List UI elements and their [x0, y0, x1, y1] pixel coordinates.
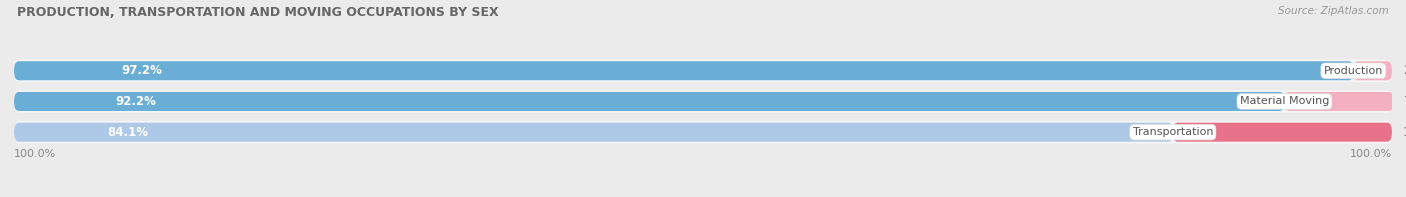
FancyBboxPatch shape — [14, 121, 1392, 144]
FancyBboxPatch shape — [14, 59, 1392, 82]
FancyBboxPatch shape — [14, 90, 1392, 113]
Text: 15.9%: 15.9% — [1403, 126, 1406, 139]
FancyBboxPatch shape — [1285, 92, 1393, 111]
FancyBboxPatch shape — [1173, 123, 1392, 142]
Text: 2.8%: 2.8% — [1403, 64, 1406, 77]
FancyBboxPatch shape — [14, 92, 1285, 111]
Text: 7.9%: 7.9% — [1405, 95, 1406, 108]
FancyBboxPatch shape — [14, 123, 1173, 142]
Text: 97.2%: 97.2% — [121, 64, 162, 77]
Text: Material Moving: Material Moving — [1240, 97, 1329, 106]
Text: PRODUCTION, TRANSPORTATION AND MOVING OCCUPATIONS BY SEX: PRODUCTION, TRANSPORTATION AND MOVING OC… — [17, 6, 499, 19]
FancyBboxPatch shape — [1354, 61, 1392, 80]
Text: 100.0%: 100.0% — [14, 149, 56, 159]
Text: 92.2%: 92.2% — [115, 95, 156, 108]
Text: 100.0%: 100.0% — [1350, 149, 1392, 159]
FancyBboxPatch shape — [14, 61, 1354, 80]
Text: 84.1%: 84.1% — [107, 126, 148, 139]
Text: Production: Production — [1323, 66, 1384, 76]
Text: Transportation: Transportation — [1133, 127, 1213, 137]
Text: Source: ZipAtlas.com: Source: ZipAtlas.com — [1278, 6, 1389, 16]
